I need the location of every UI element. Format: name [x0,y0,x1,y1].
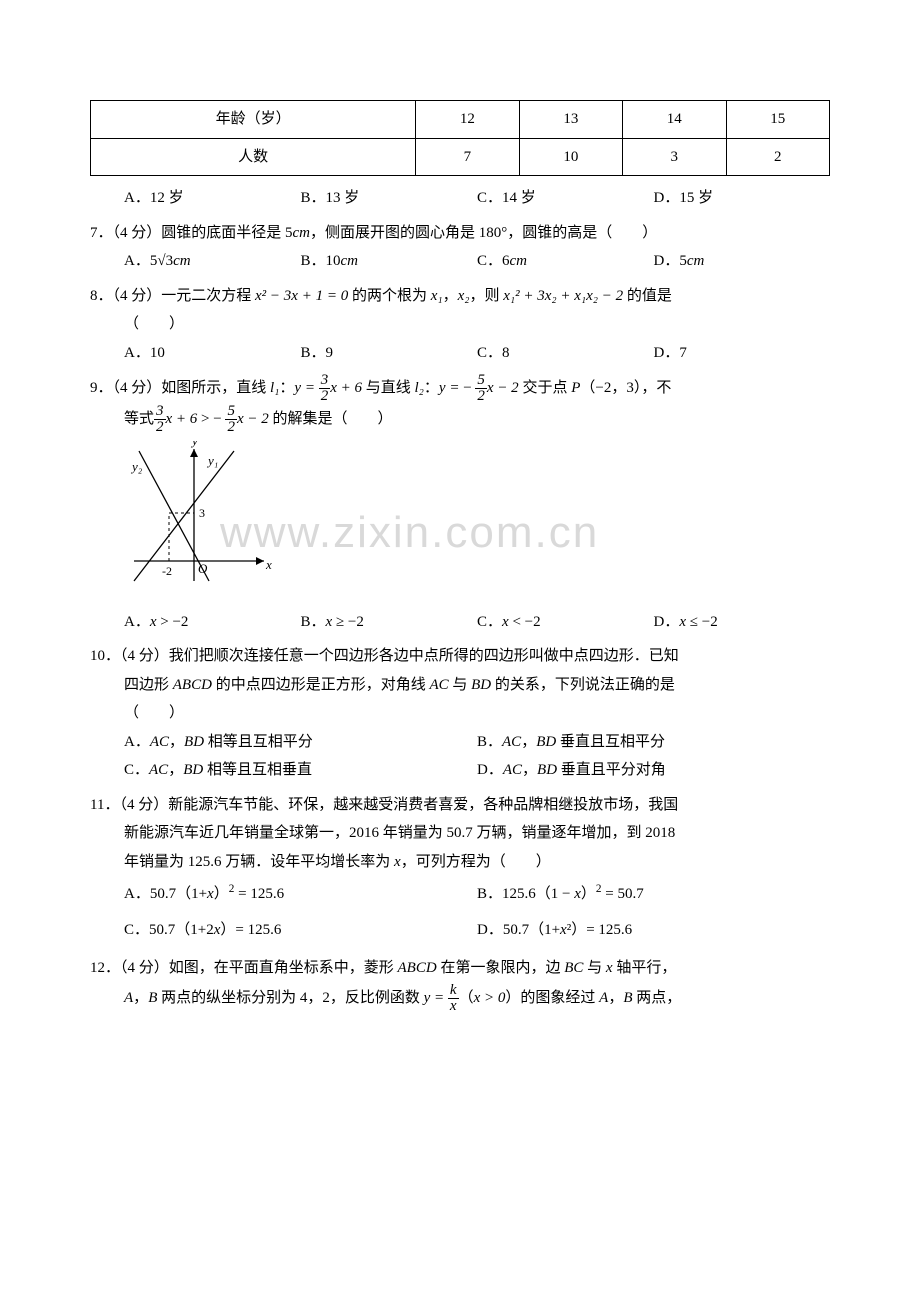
col-header: 14 [623,101,726,139]
q11-stem-l1: 11．（4 分）新能源汽车节能、环保，越来越受消费者喜爱，各种品牌相继投放市场，… [90,791,830,820]
col-header: 13 [519,101,622,139]
q12-stem-l2: A，B 两点的纵坐标分别为 4，2，反比例函数 y = kx（x > 0）的图象… [90,983,830,1014]
option-b: B．AC，BD 垂直且互相平分 [477,728,830,757]
cell: 2 [726,138,830,176]
watermark-text: www.zixin.com.cn [220,491,599,575]
table-row: 人数 7 10 3 2 [91,138,830,176]
q6-options: A．12 岁 B．13 岁 C．14 岁 D．15 岁 [90,184,830,213]
option-d: D．15 岁 [654,184,831,213]
q9: 9．（4 分）如图所示，直线 l₁：y = 32x + 6 与直线 l₂：y =… [90,373,830,636]
q9-stem-line1: 9．（4 分）如图所示，直线 l₁：y = 32x + 6 与直线 l₂：y =… [90,373,830,404]
svg-text:3: 3 [199,506,205,520]
option-b: B．9 [301,339,478,368]
option-a: A．50.7（1+x）2 = 125.6 [124,876,477,912]
option-a: A．5√3cm [124,247,301,276]
cell: 10 [519,138,622,176]
option-b: B．125.6（1 − x）2 = 50.7 [477,876,830,912]
q12: 12．（4 分）如图，在平面直角坐标系中，菱形 ABCD 在第一象限内，边 BC… [90,954,830,1014]
option-d: D．7 [654,339,831,368]
q10-stem-l1: 10．（4 分）我们把顺次连接任意一个四边形各边中点所得的四边形叫做中点四边形．… [90,642,830,671]
q8-stem: 8．（4 分）一元二次方程 x² − 3x + 1 = 0 的两个根为 x₁，x… [90,282,830,311]
q10-stem-l2: 四边形 ABCD 的中点四边形是正方形，对角线 AC 与 BD 的关系，下列说法… [90,671,830,700]
q11: 11．（4 分）新能源汽车节能、环保，越来越受消费者喜爱，各种品牌相继投放市场，… [90,791,830,949]
option-a: A．12 岁 [124,184,301,213]
cell: 3 [623,138,726,176]
cell: 7 [416,138,519,176]
option-c: C．8 [477,339,654,368]
q10-paren: （ ） [90,699,830,728]
option-b: B．x ≥ −2 [301,608,478,637]
q8: 8．（4 分）一元二次方程 x² − 3x + 1 = 0 的两个根为 x₁，x… [90,282,830,368]
col-header: 12 [416,101,519,139]
svg-text:O: O [198,561,208,576]
q11-stem-l2: 新能源汽车近几年销量全球第一，2016 年销量为 50.7 万辆，销量逐年增加，… [90,819,830,848]
option-c: C．6cm [477,247,654,276]
option-a: A．10 [124,339,301,368]
option-d: D．50.7（1+x²）= 125.6 [477,912,830,948]
q9-graph: y x O y₁ y₂ -2 3 [124,441,274,591]
option-a: A．x > −2 [124,608,301,637]
svg-text:x: x [265,557,272,572]
q8-paren: （ ） [90,310,830,339]
q7: 7．（4 分）圆锥的底面半径是 5cm，侧面展开图的圆心角是 180°，圆锥的高… [90,219,830,276]
col-header: 15 [726,101,830,139]
q12-stem-l1: 12．（4 分）如图，在平面直角坐标系中，菱形 ABCD 在第一象限内，边 BC… [90,954,830,983]
col-header: 年龄（岁） [91,101,416,139]
option-d: D．x ≤ −2 [654,608,831,637]
option-c: C．14 岁 [477,184,654,213]
svg-text:y₂: y₂ [130,459,143,474]
option-a: A．AC，BD 相等且互相平分 [124,728,477,757]
q11-stem-l3: 年销量为 125.6 万辆．设年平均增长率为 x，可列方程为（ ） [90,848,830,877]
option-d: D．AC，BD 垂直且平分对角 [477,756,830,785]
svg-text:-2: -2 [162,564,172,578]
age-table: 年龄（岁） 12 13 14 15 人数 7 10 3 2 [90,100,830,176]
option-d: D．5cm [654,247,831,276]
option-c: C．AC，BD 相等且互相垂直 [124,756,477,785]
svg-text:y: y [190,441,198,448]
option-c: C．50.7（1+2x）= 125.6 [124,912,477,948]
q9-stem-line2: 等式32x + 6 > − 52x − 2 的解集是（ ） [90,404,830,435]
option-c: C．x < −2 [477,608,654,637]
q10: 10．（4 分）我们把顺次连接任意一个四边形各边中点所得的四边形叫做中点四边形．… [90,642,830,785]
table-row: 年龄（岁） 12 13 14 15 [91,101,830,139]
cell: 人数 [91,138,416,176]
q7-stem: 7．（4 分）圆锥的底面半径是 5cm，侧面展开图的圆心角是 180°，圆锥的高… [90,225,657,241]
option-b: B．13 岁 [301,184,478,213]
option-b: B．10cm [301,247,478,276]
svg-text:y₁: y₁ [206,453,218,468]
